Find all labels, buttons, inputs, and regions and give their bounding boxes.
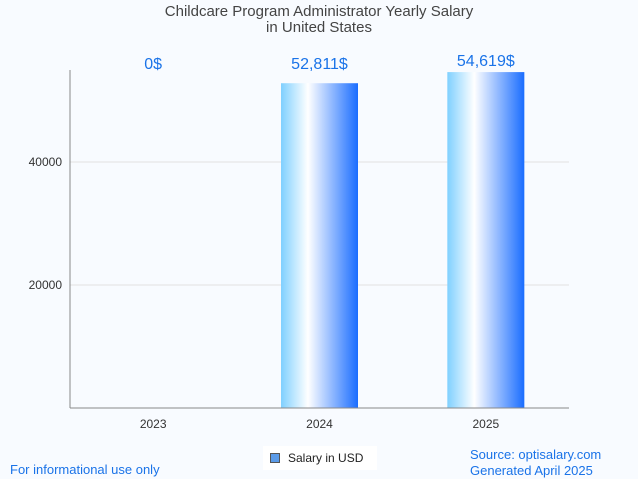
subtitle-line: in United States bbox=[266, 19, 372, 36]
bar-2024 bbox=[281, 83, 358, 409]
legend-label: Salary in USD bbox=[288, 451, 364, 465]
chart-title: Childcare Program Administrator Yearly S… bbox=[0, 4, 638, 36]
x-tick-label: 2025 bbox=[472, 417, 499, 431]
source-link[interactable]: Source: optisalary.com bbox=[470, 447, 602, 462]
data-label: 0$ bbox=[144, 56, 162, 73]
legend: Salary in USD bbox=[263, 446, 377, 470]
data-label: 54,619$ bbox=[457, 53, 515, 70]
y-tick-label: 40000 bbox=[29, 155, 63, 169]
bar-2025 bbox=[447, 72, 525, 409]
legend-swatch bbox=[270, 453, 280, 463]
generated-date: Generated April 2025 bbox=[470, 463, 593, 478]
title-line: Childcare Program Administrator Yearly S… bbox=[164, 3, 474, 20]
y-tick-label: 20000 bbox=[29, 278, 63, 292]
data-label: 52,811$ bbox=[291, 56, 348, 73]
source-info: Source: optisalary.com Generated April 2… bbox=[470, 447, 601, 479]
disclaimer: For informational use only bbox=[10, 462, 160, 477]
x-tick-label: 2024 bbox=[306, 417, 333, 431]
x-tick-label: 2023 bbox=[140, 417, 167, 431]
